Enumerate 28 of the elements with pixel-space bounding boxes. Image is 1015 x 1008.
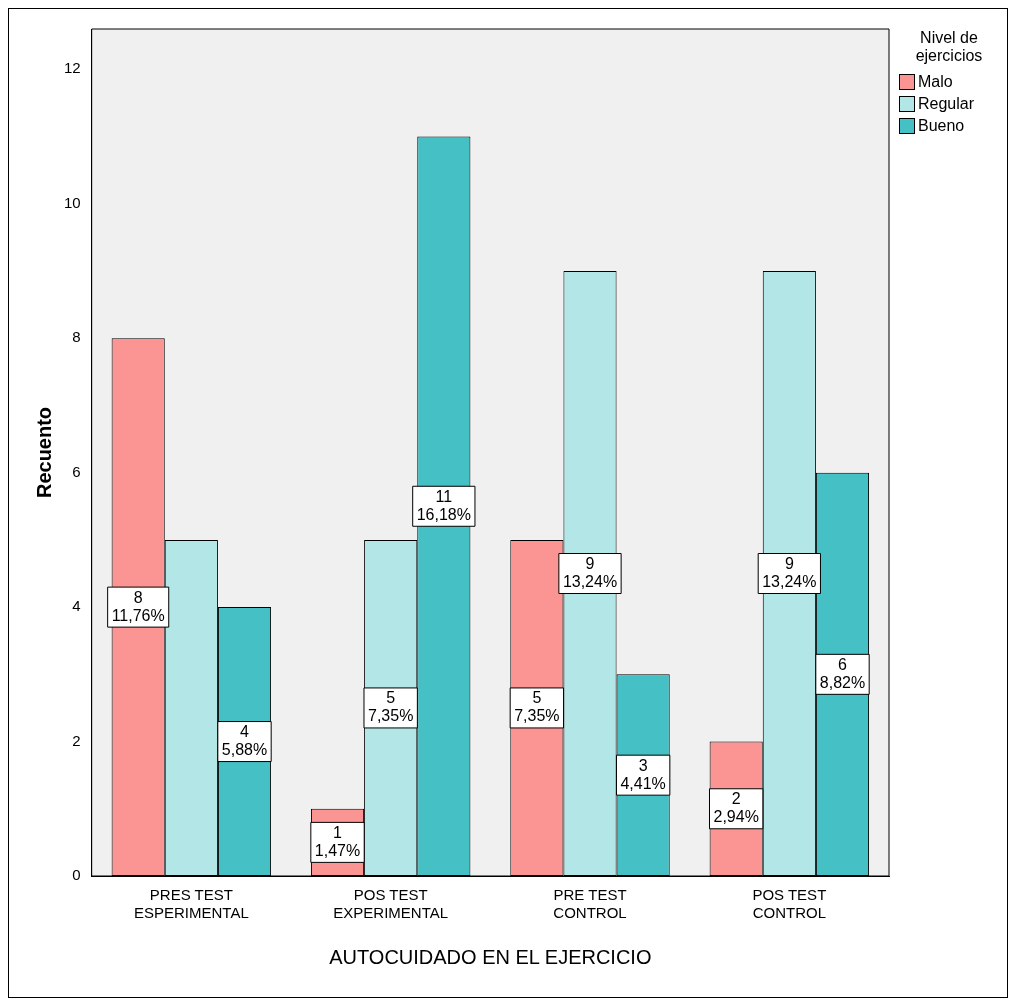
y-tick-label: 6	[72, 462, 81, 480]
y-axis-title: Recuento	[32, 406, 55, 499]
legend-label: Malo	[918, 73, 953, 91]
data-label: 4 5,88%	[221, 722, 268, 758]
data-label: 8 11,76%	[111, 588, 165, 624]
y-tick-label: 4	[72, 597, 81, 615]
x-tick-label: POS TEST EXPERIMENTAL	[333, 886, 449, 922]
y-tick-label: 2	[72, 731, 81, 749]
legend-label: Bueno	[918, 117, 965, 135]
y-tick-label: 12	[64, 59, 81, 77]
data-label: 5 7,35%	[514, 689, 560, 725]
legend-title: Nivel de ejercicios	[914, 29, 984, 65]
x-tick-label: PRES TEST ESPERIMENTAL	[133, 886, 249, 922]
x-tick-label: POS TEST CONTROL	[752, 886, 827, 922]
data-label: 9 13,24%	[562, 554, 618, 590]
y-tick-label: 10	[64, 193, 81, 211]
data-label: 9 13,24%	[762, 554, 817, 590]
legend-label: Regular	[918, 95, 975, 113]
data-label: 5 7,35%	[367, 689, 414, 725]
x-axis-title: AUTOCUIDADO EN EL EJERCICIO	[329, 945, 652, 968]
data-label: 11 16,18%	[416, 487, 471, 523]
y-tick-label: 0	[72, 866, 81, 884]
data-label: 3 4,41%	[620, 756, 666, 792]
data-label: 1 1,47%	[314, 823, 361, 859]
y-tick-label: 8	[72, 328, 81, 346]
data-label: 2 2,94%	[713, 790, 759, 826]
data-label: 6 8,82%	[819, 655, 866, 691]
x-tick-label: PRE TEST CONTROL	[553, 886, 627, 922]
